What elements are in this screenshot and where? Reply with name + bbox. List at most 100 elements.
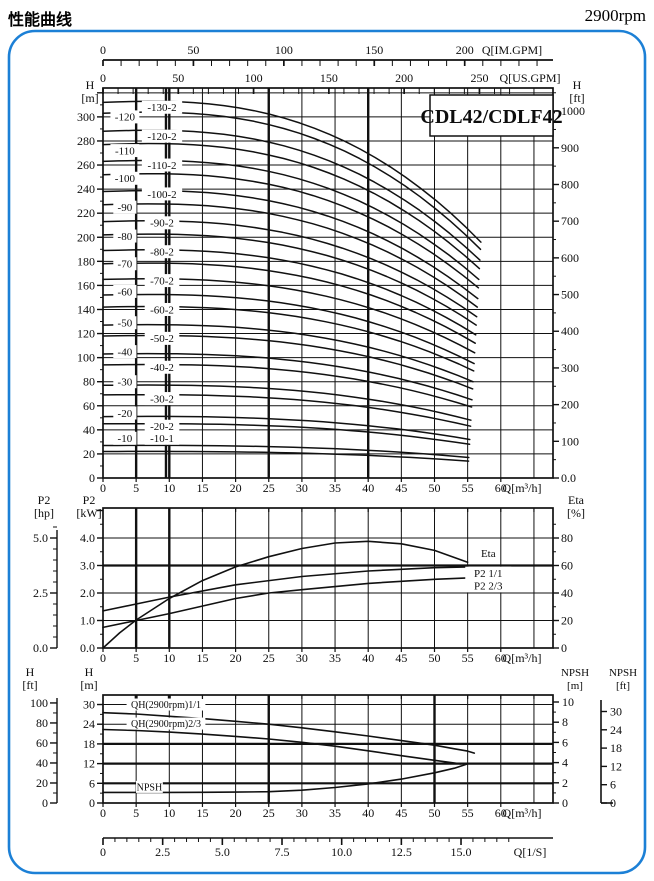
svg-text:18: 18 (83, 737, 95, 751)
top-chart-border (102, 87, 554, 479)
svg-text:[m]: [m] (81, 91, 98, 105)
model-box: CDL42/CDLF42 (420, 94, 563, 137)
svg-text:20: 20 (230, 651, 242, 665)
svg-text:150: 150 (365, 43, 383, 57)
svg-text:50: 50 (429, 651, 441, 665)
curve-label--40: -40 (118, 346, 133, 358)
svg-text:0: 0 (89, 471, 95, 485)
svg-text:100: 100 (245, 71, 263, 85)
svg-text:200: 200 (561, 398, 579, 412)
svg-text:20: 20 (83, 447, 95, 461)
curve-label--40-2: -40-2 (150, 362, 174, 374)
svg-text:10: 10 (163, 481, 175, 495)
curve--90 (102, 203, 479, 308)
svg-text:0.0: 0.0 (33, 641, 48, 655)
axis-q-m3h-top: 0 5 10 15 20 25 30 35 40 45 50 55 60Q[m³/h] (100, 478, 541, 495)
svg-text:55: 55 (462, 651, 474, 665)
axis-q-m3h-mid: 0 5 10 15 20 25 30 35 40 45 50 55 60Q[m³/h] (100, 648, 541, 665)
svg-text:0: 0 (562, 796, 568, 810)
svg-text:700: 700 (561, 214, 579, 228)
curve-label--50-2: -50-2 (150, 333, 174, 345)
svg-text:30: 30 (610, 705, 622, 719)
svg-text:12: 12 (610, 759, 622, 773)
svg-text:80: 80 (561, 531, 573, 545)
svg-text:10: 10 (163, 651, 175, 665)
svg-text:[hp]: [hp] (34, 506, 54, 520)
curve--30 (102, 384, 472, 421)
svg-text:2.5: 2.5 (33, 586, 48, 600)
svg-text:40: 40 (561, 586, 573, 600)
axis-q-imgpm: 0 50 100 150 200 Q[IM.GPM] (100, 43, 553, 66)
svg-text:240: 240 (77, 182, 95, 196)
svg-text:0: 0 (100, 71, 106, 85)
svg-text:250: 250 (470, 71, 488, 85)
svg-text:280: 280 (77, 134, 95, 148)
svg-text:[ft]: [ft] (22, 678, 37, 692)
svg-text:300: 300 (77, 110, 95, 124)
top-chart-curve-labels: -130-2-120-120-2-110-110-2-100-100-2-90-… (110, 100, 183, 445)
svg-text:7.5: 7.5 (275, 845, 290, 859)
svg-text:260: 260 (77, 158, 95, 172)
svg-text:1000: 1000 (561, 104, 585, 118)
svg-text:800: 800 (561, 177, 579, 191)
svg-text:3.0: 3.0 (80, 559, 95, 573)
axis-h-m-bottom: H[m] 0 6 12 18 24 30 (80, 665, 103, 810)
svg-text:0: 0 (100, 806, 106, 820)
curve-label--60-2: -60-2 (150, 304, 174, 316)
axis-q-m3h-bot: 0 5 10 15 20 25 30 35 40 45 50 55 60Q[m³/h] (100, 803, 541, 820)
model-label: CDL42/CDLF42 (420, 106, 562, 128)
svg-text:Q[1/S]: Q[1/S] (514, 845, 547, 859)
curve--20 (102, 415, 471, 441)
middle-chart-border (102, 507, 554, 649)
curve-label--100-2: -100-2 (147, 189, 176, 201)
svg-text:0: 0 (100, 845, 106, 859)
svg-text:20: 20 (230, 481, 242, 495)
panel-border (7, 29, 647, 875)
svg-text:600: 600 (561, 251, 579, 265)
curve-label--10: -10 (118, 433, 133, 445)
svg-text:P2: P2 (38, 493, 51, 507)
svg-text:Q[m³/h]: Q[m³/h] (503, 481, 542, 495)
curve-eta (102, 540, 469, 649)
curve-label--80-2: -80-2 (150, 247, 174, 259)
svg-text:4: 4 (562, 756, 568, 770)
svg-text:P2: P2 (83, 493, 96, 507)
svg-text:50: 50 (429, 481, 441, 495)
page-title: 性能曲线 (8, 10, 73, 29)
svg-text:[m]: [m] (80, 678, 97, 692)
series-label-eta: Eta (481, 548, 496, 560)
svg-text:25: 25 (263, 481, 275, 495)
svg-text:Eta: Eta (568, 493, 585, 507)
svg-text:H: H (85, 665, 94, 679)
svg-text:2: 2 (562, 776, 568, 790)
curve--100 (102, 172, 480, 289)
svg-text:H: H (86, 78, 95, 92)
svg-text:30: 30 (296, 481, 308, 495)
svg-text:80: 80 (83, 375, 95, 389)
axis-h-m: H[m] 0 20 40 60 80 100 120 140 160 180 200 220 240 260… (77, 78, 103, 485)
svg-text:60: 60 (495, 651, 507, 665)
curve-p2-2-3 (102, 577, 469, 629)
svg-text:NPSH: NPSH (609, 667, 637, 679)
axis-npsh-ft: NPSH[ft] 0 6 12 18 24 30 (600, 667, 637, 810)
svg-text:20: 20 (36, 776, 48, 790)
svg-text:0: 0 (100, 651, 106, 665)
rpm-label: 2900rpm (584, 6, 646, 25)
svg-text:50: 50 (172, 71, 184, 85)
svg-text:4.0: 4.0 (80, 531, 95, 545)
svg-text:0: 0 (89, 796, 95, 810)
svg-text:500: 500 (561, 288, 579, 302)
svg-text:0: 0 (561, 641, 567, 655)
axis-p2-kw: P2[kW] 0.0 1.0 2.0 3.0 4.0 (76, 493, 103, 655)
svg-text:25: 25 (263, 651, 275, 665)
svg-text:20: 20 (230, 806, 242, 820)
top-chart: -130-2-120-120-2-110-110-2-100-100-2-90-… (77, 43, 585, 495)
svg-text:40: 40 (362, 481, 374, 495)
svg-text:220: 220 (77, 206, 95, 220)
svg-text:5: 5 (133, 651, 139, 665)
svg-text:6: 6 (610, 778, 616, 792)
bottom-chart: QH(2900rpm)1/1QH(2900rpm)2/3NPSHH[ft]020… (22, 665, 637, 859)
bottom-chart-curves (102, 711, 476, 794)
svg-text:15: 15 (196, 481, 208, 495)
